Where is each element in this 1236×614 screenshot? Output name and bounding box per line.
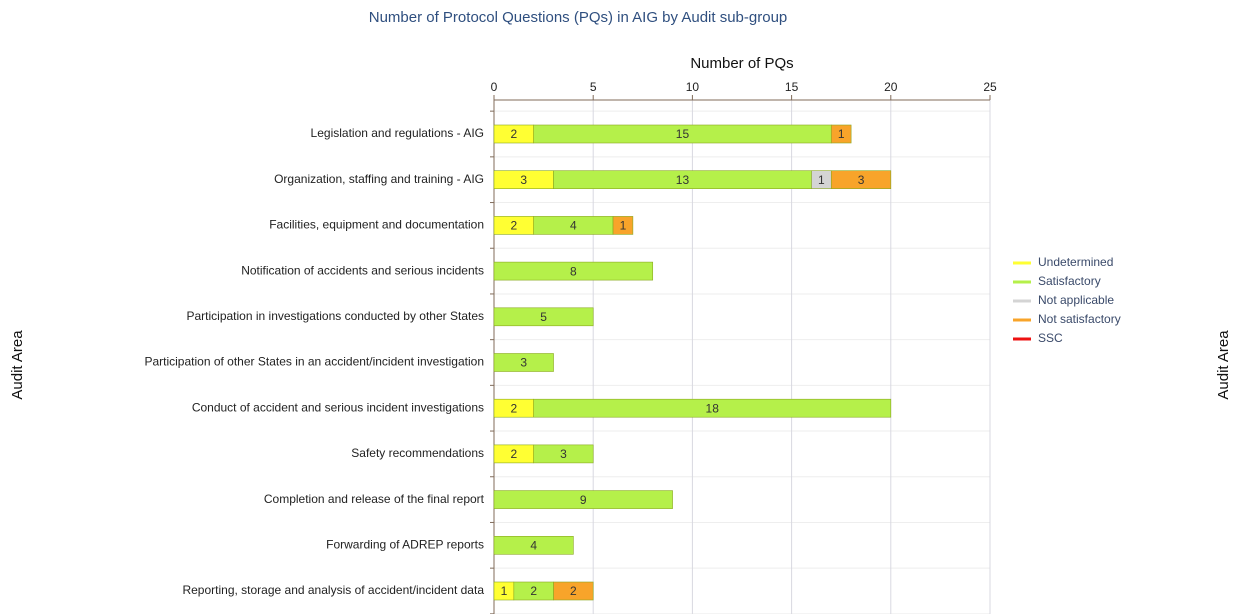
legend-label: SSC [1038,331,1063,345]
bar-segment [493,535,574,555]
x-axis-title: Number of PQs [690,55,793,72]
bar-segment [553,581,594,601]
value-label: 8 [570,264,577,278]
x-tick-label: 15 [785,80,799,94]
bar-segment [533,444,594,464]
value-label: 2 [510,401,517,415]
value-label: 5 [540,310,547,324]
bar-segment [493,490,673,509]
y-tick-label: Reporting, storage and analysis of accid… [182,583,484,597]
legend-label: Undetermined [1038,255,1113,269]
legend-label: Not applicable [1038,293,1114,307]
x-tick-label: 25 [983,80,997,94]
value-label: 2 [530,584,537,598]
bar-segment [830,124,852,144]
bar-segment [493,353,554,372]
bar-segment [533,398,892,418]
y-tick-label: Completion and release of the final repo… [264,492,485,506]
value-label: 4 [570,219,577,233]
bar-segment [493,261,654,281]
value-label: 15 [676,127,690,141]
value-label: 3 [858,173,865,187]
value-label: 4 [530,538,537,552]
y-tick-label: Conduct of accident and serious incident… [192,400,484,414]
bar-segment [612,216,634,235]
y-tick-label: Forwarding of ADREP reports [326,537,484,551]
y-tick-label: Participation in investigations conducte… [186,309,484,323]
legend-label: Satisfactory [1038,274,1101,288]
chart-title: Number of Protocol Questions (PQs) in AI… [369,9,788,26]
bar-segment [493,307,594,327]
value-label: 2 [510,447,517,461]
value-label: 2 [570,584,577,598]
x-tick-label: 10 [686,80,700,94]
value-label: 3 [520,356,527,370]
bar-segment [830,170,892,189]
value-label: 1 [501,584,508,598]
value-label: 9 [580,493,587,507]
value-label: 3 [520,173,527,187]
y-tick-label: Facilities, equipment and documentation [269,218,484,232]
value-label: 1 [620,219,627,233]
y-tick-label: Notification of accidents and serious in… [241,263,484,277]
value-label: 18 [706,401,720,415]
value-label: 1 [838,127,845,141]
value-label: 3 [560,447,567,461]
y-tick-label: Safety recommendations [351,446,484,460]
y-axis-title-clipped: Audit Area [1215,330,1232,400]
legend-label: Not satisfactory [1038,312,1121,326]
value-label: 2 [510,219,517,233]
value-label: 13 [676,173,690,187]
y-tick-label: Participation of other States in an acci… [144,355,484,369]
y-tick-label: Legislation and regulations - AIG [311,126,484,140]
y-tick-label: Organization, staffing and training - AI… [274,172,484,186]
x-tick-label: 0 [491,80,498,94]
value-label: 2 [510,127,517,141]
value-label: 1 [818,173,825,187]
x-tick-label: 5 [590,80,597,94]
x-tick-label: 20 [884,80,898,94]
y-axis-title: Audit Area [9,330,26,400]
